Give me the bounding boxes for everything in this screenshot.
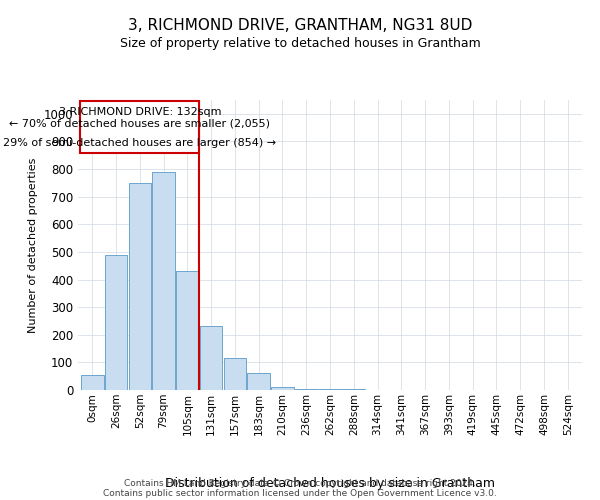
Text: 3 RICHMOND DRIVE: 132sqm: 3 RICHMOND DRIVE: 132sqm <box>59 108 221 118</box>
Bar <box>152 172 175 390</box>
Text: Size of property relative to detached houses in Grantham: Size of property relative to detached ho… <box>119 38 481 51</box>
Text: 3, RICHMOND DRIVE, GRANTHAM, NG31 8UD: 3, RICHMOND DRIVE, GRANTHAM, NG31 8UD <box>128 18 472 32</box>
Bar <box>319 389 341 390</box>
Bar <box>200 326 223 390</box>
Text: 29% of semi-detached houses are larger (854) →: 29% of semi-detached houses are larger (… <box>3 138 277 148</box>
Bar <box>128 183 151 390</box>
Text: ← 70% of detached houses are smaller (2,055): ← 70% of detached houses are smaller (2,… <box>10 118 271 128</box>
Bar <box>81 375 104 390</box>
Bar <box>176 271 199 390</box>
Text: Contains HM Land Registry data © Crown copyright and database right 2024.: Contains HM Land Registry data © Crown c… <box>124 478 476 488</box>
Bar <box>295 388 317 390</box>
Text: Contains public sector information licensed under the Open Government Licence v3: Contains public sector information licen… <box>103 488 497 498</box>
X-axis label: Distribution of detached houses by size in Grantham: Distribution of detached houses by size … <box>165 476 495 490</box>
Bar <box>224 358 246 390</box>
Bar <box>80 102 199 153</box>
Bar <box>271 387 294 390</box>
Bar <box>105 254 127 390</box>
Bar <box>247 374 270 390</box>
Y-axis label: Number of detached properties: Number of detached properties <box>28 158 38 332</box>
